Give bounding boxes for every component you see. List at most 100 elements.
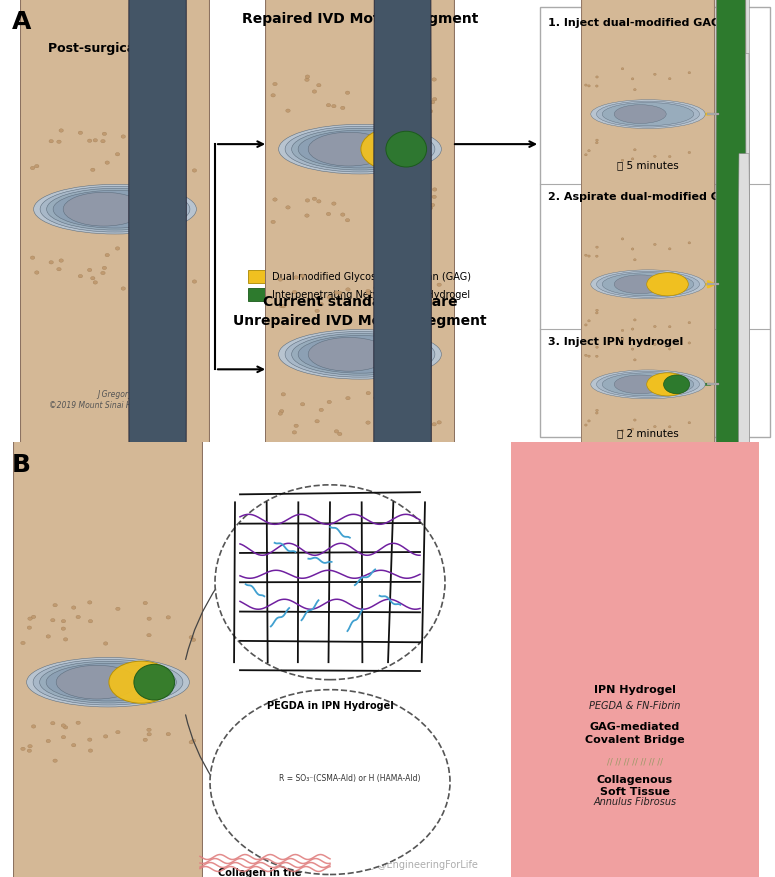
Ellipse shape: [653, 244, 656, 246]
Text: = Fibrin: = Fibrin: [570, 558, 618, 571]
Ellipse shape: [50, 619, 55, 622]
Ellipse shape: [278, 279, 283, 282]
FancyBboxPatch shape: [20, 0, 209, 877]
Ellipse shape: [280, 410, 284, 413]
FancyBboxPatch shape: [129, 0, 186, 659]
Ellipse shape: [405, 70, 409, 74]
FancyBboxPatch shape: [581, 0, 715, 877]
FancyBboxPatch shape: [266, 0, 454, 877]
Ellipse shape: [340, 214, 345, 217]
Ellipse shape: [286, 206, 290, 210]
FancyBboxPatch shape: [20, 0, 209, 877]
Ellipse shape: [595, 142, 598, 145]
Ellipse shape: [688, 342, 691, 345]
Ellipse shape: [430, 102, 435, 104]
Ellipse shape: [430, 204, 435, 208]
Ellipse shape: [132, 135, 136, 139]
Ellipse shape: [374, 396, 378, 400]
Ellipse shape: [46, 189, 184, 231]
Ellipse shape: [101, 140, 105, 144]
Ellipse shape: [59, 260, 64, 263]
Ellipse shape: [130, 253, 135, 255]
Text: Dual-modified Glycosaminoglycan (GAG): Dual-modified Glycosaminoglycan (GAG): [272, 272, 471, 282]
Ellipse shape: [416, 91, 421, 95]
Ellipse shape: [53, 759, 57, 762]
Ellipse shape: [663, 375, 690, 395]
Text: 知乎 @EngineeringForLife: 知乎 @EngineeringForLife: [362, 859, 478, 869]
FancyBboxPatch shape: [739, 54, 749, 516]
Ellipse shape: [161, 168, 166, 172]
FancyBboxPatch shape: [581, 0, 715, 795]
FancyBboxPatch shape: [581, 0, 715, 877]
Ellipse shape: [378, 213, 383, 217]
FancyBboxPatch shape: [716, 0, 746, 733]
Ellipse shape: [308, 338, 390, 372]
Ellipse shape: [115, 247, 119, 251]
Text: GAG-mediated
Covalent Bridge: GAG-mediated Covalent Bridge: [585, 722, 685, 744]
Text: 1. Inject dual-modified GAG: 1. Inject dual-modified GAG: [548, 18, 720, 28]
Ellipse shape: [615, 105, 666, 125]
Ellipse shape: [346, 397, 350, 401]
Ellipse shape: [319, 409, 323, 412]
Ellipse shape: [301, 275, 305, 278]
Ellipse shape: [21, 642, 26, 645]
Ellipse shape: [35, 165, 39, 168]
Ellipse shape: [332, 105, 336, 109]
Ellipse shape: [35, 272, 39, 275]
Ellipse shape: [595, 86, 598, 88]
Ellipse shape: [584, 324, 587, 327]
Ellipse shape: [595, 312, 598, 315]
Ellipse shape: [596, 77, 598, 79]
Ellipse shape: [210, 690, 450, 874]
Ellipse shape: [312, 198, 317, 201]
Bar: [540, 8, 770, 438]
Ellipse shape: [59, 130, 64, 133]
Ellipse shape: [271, 95, 275, 98]
Ellipse shape: [597, 102, 700, 128]
Ellipse shape: [280, 305, 284, 309]
Ellipse shape: [46, 635, 50, 638]
Ellipse shape: [215, 485, 445, 680]
Ellipse shape: [587, 355, 591, 358]
Ellipse shape: [587, 86, 591, 88]
Ellipse shape: [631, 248, 634, 251]
Ellipse shape: [88, 749, 93, 752]
Ellipse shape: [294, 424, 298, 428]
Ellipse shape: [432, 423, 436, 426]
Ellipse shape: [432, 301, 436, 304]
Bar: [707, 384, 719, 386]
FancyBboxPatch shape: [266, 0, 454, 877]
Ellipse shape: [130, 134, 135, 138]
Ellipse shape: [150, 288, 154, 291]
Ellipse shape: [597, 372, 700, 398]
Ellipse shape: [595, 356, 598, 358]
Ellipse shape: [71, 606, 76, 610]
Text: 2. Aspirate dual-modified GAG: 2. Aspirate dual-modified GAG: [548, 192, 738, 202]
Text: // // // // // // //: // // // // // // //: [607, 757, 663, 766]
Ellipse shape: [346, 92, 350, 96]
Ellipse shape: [301, 403, 305, 407]
Text: Annulus Fibrosus: Annulus Fibrosus: [594, 796, 677, 806]
Text: 3. Inject IPN hydrogel: 3. Inject IPN hydrogel: [548, 337, 684, 347]
Ellipse shape: [91, 169, 95, 172]
Ellipse shape: [631, 159, 634, 160]
Ellipse shape: [346, 219, 350, 223]
Ellipse shape: [33, 185, 196, 235]
Ellipse shape: [50, 722, 55, 725]
Ellipse shape: [46, 664, 170, 702]
Ellipse shape: [437, 421, 442, 424]
Ellipse shape: [602, 374, 694, 396]
Ellipse shape: [189, 741, 194, 744]
Ellipse shape: [91, 277, 95, 281]
Ellipse shape: [688, 322, 691, 324]
Ellipse shape: [281, 393, 285, 396]
Ellipse shape: [286, 110, 290, 113]
FancyBboxPatch shape: [716, 0, 746, 833]
Ellipse shape: [653, 326, 656, 328]
Ellipse shape: [298, 132, 422, 168]
Ellipse shape: [621, 430, 624, 432]
Ellipse shape: [53, 191, 177, 229]
Text: //: //: [515, 837, 523, 850]
Ellipse shape: [64, 726, 67, 730]
Ellipse shape: [298, 336, 422, 374]
